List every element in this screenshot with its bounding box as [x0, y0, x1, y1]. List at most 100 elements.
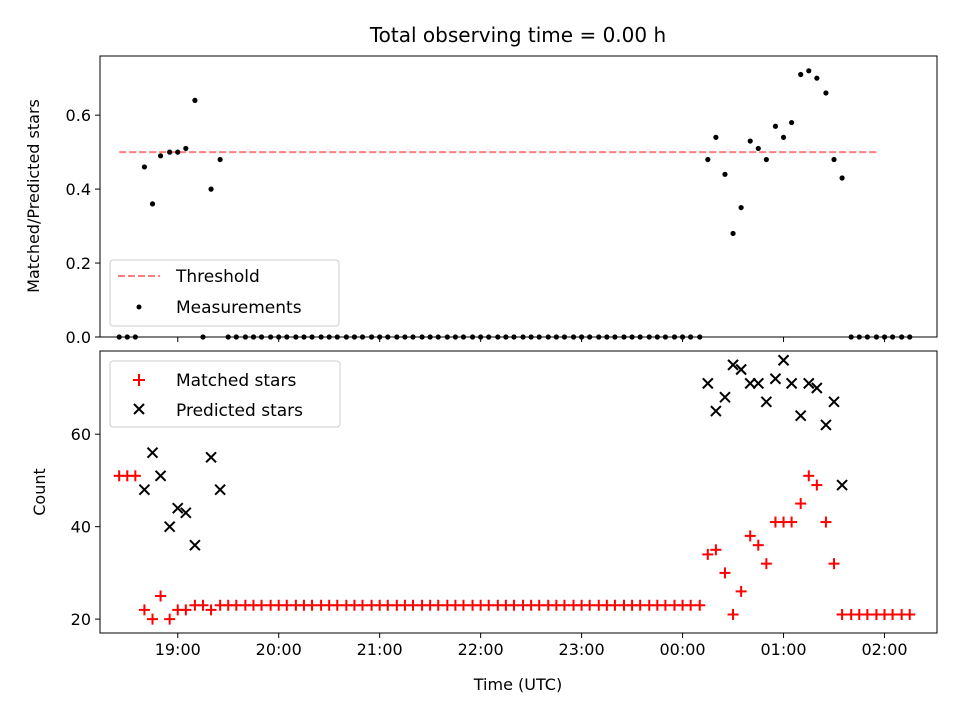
- measurements-point: [814, 75, 820, 81]
- matched-stars-point: [735, 585, 747, 597]
- matched-stars-point: [904, 609, 916, 621]
- measurements-point: [798, 71, 804, 78]
- measurements-point: [831, 156, 837, 163]
- measurements-point: [899, 334, 905, 340]
- measurements-point: [192, 97, 198, 103]
- measurements-point: [116, 334, 122, 340]
- matched-stars-point: [752, 539, 764, 551]
- x-tick-label: 19:00: [155, 640, 201, 659]
- measurements-point: [301, 334, 307, 340]
- count-legend: Matched stars Predicted stars: [109, 360, 341, 428]
- measurements-point: [402, 334, 408, 340]
- measurements-point: [528, 334, 534, 340]
- measurements-point: [233, 334, 239, 340]
- measurements-point: [460, 334, 467, 340]
- predicted-stars-point: [760, 396, 773, 408]
- ratio-legend: Threshold Measurements: [109, 259, 340, 327]
- measurements-point: [839, 175, 845, 181]
- count-legend-box: [109, 360, 341, 428]
- measurements-point: [435, 334, 441, 340]
- measurements-point: [856, 334, 862, 340]
- measurements-point: [579, 334, 585, 340]
- x-tick-label: 21:00: [357, 640, 403, 659]
- y-tick-label: 40: [71, 518, 91, 537]
- measurements-point: [907, 334, 913, 340]
- measurements-point: [208, 186, 214, 192]
- matched-stars-point: [180, 604, 192, 616]
- measurements-point: [755, 145, 761, 152]
- matched-stars-point: [811, 479, 823, 491]
- measurements-point: [175, 149, 181, 155]
- predicted-stars-point: [735, 363, 747, 376]
- y-tick-label: 0.6: [66, 106, 91, 125]
- measurements-point: [183, 145, 189, 152]
- matched-stars-point: [710, 544, 722, 556]
- measurements-point: [561, 334, 568, 340]
- legend-measurements-swatch: [136, 304, 142, 310]
- y-tick-label: 0.2: [66, 254, 91, 273]
- measurements-point: [149, 201, 156, 207]
- measurements-point: [478, 334, 484, 340]
- measurements-point: [511, 334, 517, 340]
- ratio-axes-frame: [99, 55, 938, 338]
- predicted-stars-point: [719, 391, 731, 403]
- measurements-point: [646, 334, 652, 340]
- measurements-point: [688, 334, 694, 340]
- measurements-point: [486, 334, 492, 340]
- measurements-point: [284, 334, 290, 340]
- matched-stars-point: [694, 599, 706, 611]
- measurements-point: [596, 334, 602, 340]
- measurements-point: [495, 334, 501, 340]
- matched-stars-point: [129, 470, 141, 482]
- measurements-point: [309, 334, 315, 340]
- legend-threshold-label: Threshold: [175, 267, 260, 287]
- measurements-point: [250, 334, 257, 340]
- measurements-point: [326, 334, 332, 340]
- matched-stars-point: [155, 590, 167, 602]
- measurements-point: [747, 138, 753, 144]
- measurements-point: [343, 334, 349, 340]
- measurements-point: [385, 334, 391, 340]
- x-tick-label: 22:00: [458, 640, 504, 659]
- measurements-point: [864, 334, 870, 340]
- matched-stars-point: [786, 516, 798, 528]
- matched-stars-point: [702, 548, 714, 560]
- predicted-stars-point: [794, 410, 807, 422]
- predicted-stars-point: [189, 539, 201, 551]
- count-mark-group: [113, 354, 916, 625]
- measurements-point: [587, 334, 593, 340]
- matched-stars-point: [744, 530, 756, 542]
- legend-matched-label: Matched stars: [176, 371, 296, 391]
- ratio-tick-group: 0.0 0.2 0.4 0.6: [66, 106, 885, 347]
- measurements-point: [705, 156, 711, 163]
- ratio-y-axis-label: Matched/Predicted stars: [24, 99, 43, 293]
- measurements-point: [217, 156, 223, 163]
- predicted-stars-point: [811, 382, 823, 394]
- measurements-point: [268, 334, 274, 340]
- y-tick-label: 0.0: [66, 328, 91, 347]
- measurements-point: [157, 153, 164, 159]
- matched-stars-point: [147, 613, 159, 625]
- measurements-point: [763, 156, 769, 163]
- measurements-point: [889, 334, 896, 340]
- predicted-stars-point: [803, 377, 815, 390]
- count-axes-frame: [99, 350, 938, 634]
- x-tick-label: 02:00: [861, 640, 907, 659]
- x-tick-label: 23:00: [559, 640, 605, 659]
- measurements-point: [536, 334, 542, 340]
- measurements-point: [722, 171, 728, 177]
- matched-stars-point: [164, 613, 176, 625]
- measurements-point: [351, 334, 358, 340]
- measurements-point: [444, 334, 450, 340]
- matched-stars-point: [760, 558, 772, 570]
- measurements-point: [124, 334, 130, 340]
- measurements-point: [806, 68, 812, 74]
- measurements-point: [637, 334, 643, 340]
- matched-stars-point: [205, 604, 217, 616]
- measurements-point: [713, 134, 719, 140]
- measurements-point: [377, 334, 383, 340]
- measurements-point: [258, 334, 265, 340]
- predicted-stars-point: [836, 479, 848, 491]
- predicted-stars-point: [727, 359, 739, 371]
